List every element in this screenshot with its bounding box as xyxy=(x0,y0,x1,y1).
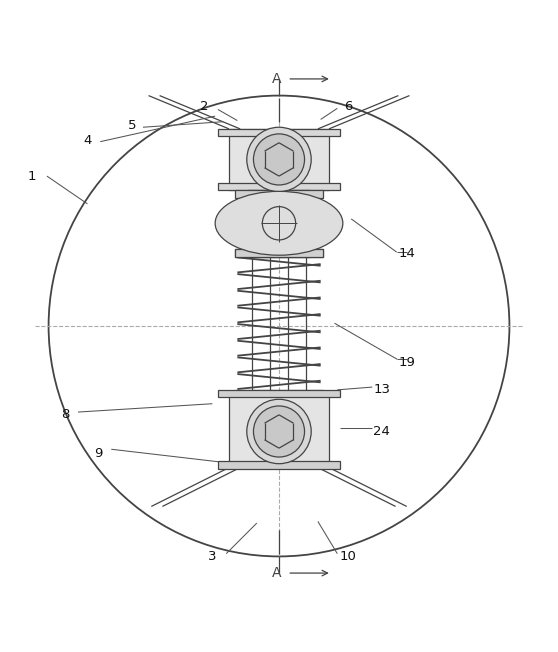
Circle shape xyxy=(247,399,311,464)
Bar xyxy=(218,129,340,136)
Bar xyxy=(218,183,340,190)
Text: 6: 6 xyxy=(344,100,353,113)
Bar xyxy=(248,407,310,464)
Ellipse shape xyxy=(215,191,343,255)
Text: A: A xyxy=(272,566,281,580)
Bar xyxy=(229,393,329,467)
Text: 1: 1 xyxy=(28,170,36,183)
Text: 3: 3 xyxy=(208,550,217,563)
Text: 9: 9 xyxy=(94,447,103,460)
Bar xyxy=(234,190,324,198)
Bar xyxy=(229,129,329,190)
Bar xyxy=(234,249,324,257)
Circle shape xyxy=(253,134,305,185)
Circle shape xyxy=(247,127,311,192)
Text: 24: 24 xyxy=(373,425,390,438)
Text: 8: 8 xyxy=(61,408,69,421)
Bar xyxy=(218,390,340,397)
Circle shape xyxy=(253,406,305,457)
Text: A: A xyxy=(272,72,281,86)
Text: 13: 13 xyxy=(373,383,390,396)
Text: 14: 14 xyxy=(398,247,415,260)
Text: 10: 10 xyxy=(340,550,357,563)
Bar xyxy=(234,249,324,257)
Text: 2: 2 xyxy=(200,100,208,113)
Text: 19: 19 xyxy=(398,355,415,368)
Bar xyxy=(234,390,324,397)
Text: 4: 4 xyxy=(83,134,92,147)
Text: 5: 5 xyxy=(128,119,136,132)
Bar xyxy=(218,462,340,469)
Bar xyxy=(248,190,310,257)
